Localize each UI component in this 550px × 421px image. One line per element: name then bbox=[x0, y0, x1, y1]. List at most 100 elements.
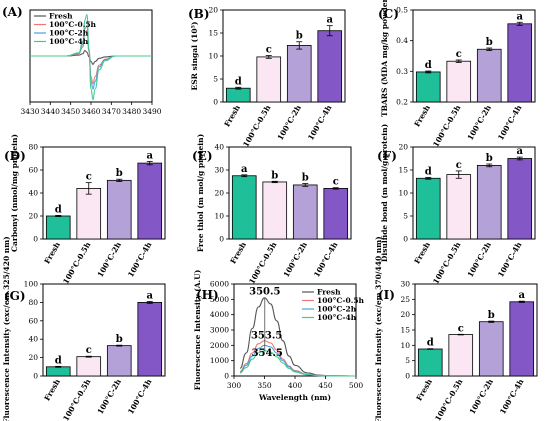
bar bbox=[106, 345, 132, 377]
peak-annotation: 354.5 bbox=[252, 348, 283, 359]
panel-label: (I) bbox=[378, 288, 395, 302]
y-tick-label: 0 bbox=[403, 235, 408, 244]
y-tick-label: 40 bbox=[28, 189, 38, 198]
significance-letter: c bbox=[458, 323, 464, 334]
bar bbox=[478, 321, 504, 377]
bar bbox=[446, 174, 472, 240]
x-category-label: Fresh bbox=[222, 103, 242, 128]
y-tick-label: 100 bbox=[24, 280, 39, 289]
x-category-label: Fresh bbox=[412, 240, 432, 265]
bar bbox=[415, 71, 441, 103]
x-category-label: 100°C-0.5h bbox=[431, 240, 463, 286]
bar bbox=[76, 356, 102, 377]
y-tick-label: 20 bbox=[400, 310, 410, 319]
legend-entry: Fresh bbox=[49, 12, 73, 21]
legend-entry: 100°C-2h bbox=[317, 305, 357, 314]
x-tick-label: 3460 bbox=[81, 107, 100, 116]
y-tick-label: 60 bbox=[28, 316, 38, 325]
legend-entry: 100°C-4h bbox=[317, 313, 357, 322]
x-category-label: 100°C-0.5h bbox=[247, 240, 279, 286]
x-category-label: 100°C-4h bbox=[498, 377, 526, 416]
significance-letter: d bbox=[235, 76, 242, 87]
x-category-label: 100°C-4h bbox=[126, 240, 154, 279]
bar bbox=[317, 30, 343, 103]
y-tick-label: 0.5 bbox=[396, 6, 408, 15]
y-axis-label: Free thiol (m mol/g protein) bbox=[196, 134, 205, 252]
y-axis-label: Disulfide bond (m mol/g protein) bbox=[380, 124, 389, 262]
y-tick-label: 2000 bbox=[210, 341, 229, 350]
panel-label: (G) bbox=[4, 289, 26, 303]
x-tick-label: 300 bbox=[227, 381, 242, 390]
bar bbox=[45, 366, 71, 377]
significance-letter: a bbox=[327, 15, 334, 26]
significance-letter: c bbox=[456, 160, 462, 171]
peak-annotation: 353.5 bbox=[251, 330, 282, 341]
y-axis-label: Fluorescence Intensity (A.U) bbox=[193, 270, 202, 391]
x-category-label: 100°C-2h bbox=[282, 240, 310, 279]
y-tick-label: 15 bbox=[400, 326, 410, 335]
plot-frame-(C) bbox=[412, 9, 536, 103]
panel-label: (B) bbox=[188, 7, 210, 21]
significance-letter: b bbox=[488, 310, 495, 321]
x-category-label: 100°C-2h bbox=[96, 377, 124, 416]
bar bbox=[137, 301, 163, 377]
significance-letter: c bbox=[456, 49, 462, 60]
significance-letter: a bbox=[519, 290, 526, 301]
panel-label: (F) bbox=[377, 149, 397, 163]
y-tick-label: 0 bbox=[213, 98, 218, 107]
x-category-label: 100°C-2h bbox=[466, 240, 494, 279]
y-tick-label: 60 bbox=[28, 166, 38, 175]
legend-entry: 100°C-0.5h bbox=[49, 20, 97, 29]
y-tick-label: 40 bbox=[28, 335, 38, 344]
bar bbox=[225, 87, 251, 103]
bar bbox=[137, 162, 163, 240]
y-tick-label: 0 bbox=[33, 235, 38, 244]
y-tick-label: 5 bbox=[405, 356, 410, 365]
legend-entry: 100°C-0.5h bbox=[317, 296, 365, 305]
significance-letter: a bbox=[147, 150, 154, 161]
y-tick-label: 20 bbox=[214, 189, 224, 198]
significance-letter: c bbox=[266, 45, 272, 56]
significance-letter: d bbox=[427, 338, 434, 349]
bar bbox=[448, 334, 474, 377]
y-axis-label: TBARS (MDA mg/kg powder) bbox=[380, 0, 389, 117]
panel-label: (C) bbox=[378, 7, 399, 21]
significance-letter: d bbox=[425, 166, 432, 177]
bar bbox=[323, 187, 349, 240]
y-tick-label: 20 bbox=[208, 6, 218, 15]
y-tick-label: 5000 bbox=[210, 295, 229, 304]
x-tick-label: 3450 bbox=[61, 107, 80, 116]
significance-letter: b bbox=[296, 31, 303, 42]
legend-entry: 100°C-4h bbox=[49, 37, 89, 46]
y-tick-label: 15 bbox=[398, 166, 408, 175]
significance-letter: b bbox=[271, 170, 278, 181]
y-tick-label: 20 bbox=[28, 353, 38, 362]
y-tick-label: 0 bbox=[405, 372, 410, 381]
x-category-label: 100°C-2h bbox=[96, 240, 124, 279]
x-category-label: Fresh bbox=[412, 103, 432, 128]
y-axis-label: ESR singal (10⁵) bbox=[190, 22, 199, 91]
panel-label: (H) bbox=[196, 288, 219, 302]
series-line bbox=[30, 49, 152, 65]
panel-label: (E) bbox=[192, 149, 213, 163]
y-tick-label: 0.2 bbox=[396, 98, 408, 107]
panel-label: (A) bbox=[2, 5, 23, 19]
y-tick-label: 0 bbox=[33, 372, 38, 381]
x-tick-label: 3470 bbox=[102, 107, 121, 116]
x-category-label: 100°C-2h bbox=[276, 103, 304, 142]
y-tick-label: 0 bbox=[219, 235, 224, 244]
significance-letter: b bbox=[116, 334, 123, 345]
y-tick-label: 0.3 bbox=[396, 67, 408, 76]
y-tick-label: 80 bbox=[28, 143, 38, 152]
y-tick-label: 0 bbox=[224, 372, 229, 381]
y-tick-label: 1000 bbox=[210, 356, 229, 365]
y-tick-label: 15 bbox=[208, 29, 218, 38]
x-category-label: 100°C-0.5h bbox=[431, 103, 463, 149]
x-tick-label: 500 bbox=[349, 381, 364, 390]
y-tick-label: 10 bbox=[398, 189, 408, 198]
bar bbox=[76, 187, 102, 240]
significance-letter: b bbox=[116, 168, 123, 179]
series-line bbox=[30, 14, 152, 101]
significance-letter: a bbox=[147, 290, 154, 301]
